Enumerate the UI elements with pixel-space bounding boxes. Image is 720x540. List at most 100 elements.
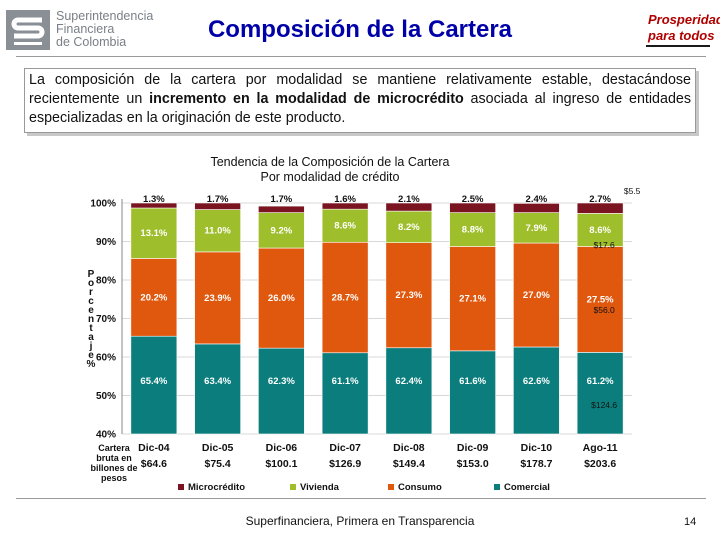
data-label: 62.4% xyxy=(395,376,422,387)
bar-segment-comercial xyxy=(513,346,560,435)
footer-text: Superfinanciera, Primera en Transparenci… xyxy=(245,514,475,528)
legend-label: Microcrédito xyxy=(188,482,245,493)
y-axis-label-letter: c xyxy=(88,296,94,307)
total-label: $203.6 xyxy=(584,458,616,470)
totals-header-line: Cartera xyxy=(98,443,131,453)
y-axis-label-letter: a xyxy=(88,332,94,343)
x-tick-label: Dic-06 xyxy=(266,442,298,454)
data-label: 62.3% xyxy=(268,376,295,387)
bar-segment-vivienda xyxy=(194,209,241,253)
legend-label: Vivienda xyxy=(300,482,340,493)
x-tick-label: Dic-08 xyxy=(393,442,425,454)
y-axis-label-letter: t xyxy=(89,323,93,334)
data-label: 9.2% xyxy=(271,225,293,236)
total-label: $100.1 xyxy=(265,458,297,470)
y-axis-label-letter: % xyxy=(87,359,96,370)
data-label: 7.9% xyxy=(526,223,548,234)
y-tick-label: 80% xyxy=(96,276,116,287)
bar-segment-vivienda xyxy=(513,212,560,244)
logo-line-2: Financiera xyxy=(56,22,115,36)
prosperidad-line-1: Prosperidad xyxy=(648,12,720,27)
bar-segment-microcrédito xyxy=(130,202,178,209)
bar-segment-microcrédito xyxy=(449,202,496,213)
legend-label: Comercial xyxy=(504,482,550,493)
bar-segment-consumo xyxy=(130,258,178,337)
chart-subtitle: Por modalidad de crédito xyxy=(260,170,400,184)
data-label: 27.1% xyxy=(459,294,486,305)
data-label: 26.0% xyxy=(268,293,295,304)
y-tick-label: 50% xyxy=(96,391,116,402)
data-label: 61.2% xyxy=(587,376,614,387)
y-axis-label-letter: e xyxy=(88,350,94,361)
prosperidad-line-2: para todos xyxy=(648,28,715,43)
data-label: 8.6% xyxy=(589,225,611,236)
intro-paragraph: La composición de la cartera por modalid… xyxy=(24,68,696,133)
data-label: 8.8% xyxy=(462,225,484,236)
y-tick-label: 40% xyxy=(96,430,116,441)
bar-segment-vivienda xyxy=(321,208,369,243)
total-label: $178.7 xyxy=(520,458,552,470)
data-label: 1.7% xyxy=(271,194,293,205)
amount-label-vivienda: $17.6 xyxy=(593,240,615,250)
data-label: 27.5% xyxy=(587,294,614,305)
page-number: 14 xyxy=(684,516,697,528)
x-tick-label: Dic-05 xyxy=(202,442,234,454)
data-label: 13.1% xyxy=(140,228,167,239)
x-tick-label: Dic-04 xyxy=(138,442,170,454)
amount-label-consumo: $56.0 xyxy=(593,305,615,315)
bar-segment-consumo xyxy=(449,246,496,352)
amount-label-comercial: $124.6 xyxy=(591,400,617,410)
y-axis-label-letter: e xyxy=(88,305,94,316)
data-label: 27.3% xyxy=(395,290,422,301)
data-label: 61.1% xyxy=(332,376,359,387)
y-axis-label-letter: r xyxy=(89,287,93,298)
superfinanciera-logo-icon xyxy=(6,10,50,50)
bar-segment-comercial xyxy=(258,347,305,435)
bar-segment-microcrédito xyxy=(258,205,305,213)
total-label: $126.9 xyxy=(329,458,361,470)
total-label: $153.0 xyxy=(457,458,489,470)
bar-segment-vivienda xyxy=(576,213,624,247)
bar-segment-consumo xyxy=(385,242,433,349)
x-tick-label: Dic-10 xyxy=(521,442,553,454)
logo-line-3: de Colombia xyxy=(56,35,127,49)
bar-segment-consumo xyxy=(576,246,624,353)
bar-segment-vivienda xyxy=(449,212,496,247)
bar-segment-comercial xyxy=(194,343,241,435)
x-tick-label: Ago-11 xyxy=(583,442,618,454)
bar-segment-microcrédito xyxy=(321,202,369,210)
data-label: 1.6% xyxy=(334,194,356,205)
data-label: 8.6% xyxy=(334,221,356,232)
bar-segment-microcrédito xyxy=(576,202,624,214)
bar-segment-consumo xyxy=(321,241,369,354)
bar-segment-consumo xyxy=(513,242,560,348)
data-label: 2.7% xyxy=(589,194,611,205)
data-label: 11.0% xyxy=(204,226,231,237)
totals-header-line: pesos xyxy=(101,473,127,483)
data-label: 63.4% xyxy=(204,376,231,387)
amount-label-microcredito: $5.5 xyxy=(624,186,641,196)
bar-segment-comercial xyxy=(130,335,178,435)
x-tick-label: Dic-09 xyxy=(457,442,489,454)
y-tick-label: 60% xyxy=(96,353,116,364)
bar-segment-comercial xyxy=(449,350,496,435)
legend-label: Consumo xyxy=(398,482,442,493)
data-label: 20.2% xyxy=(140,292,167,303)
prosperidad-underline xyxy=(646,45,710,47)
data-label: 2.1% xyxy=(398,194,420,205)
y-tick-label: 70% xyxy=(96,314,116,325)
legend-swatch xyxy=(388,484,394,490)
y-axis-label-letter: o xyxy=(88,278,94,289)
bar-segment-microcrédito xyxy=(194,202,241,210)
header-divider xyxy=(16,56,706,57)
data-label: 61.6% xyxy=(459,376,486,387)
footer-divider xyxy=(16,498,706,499)
legend-swatch xyxy=(178,484,184,490)
bar-segment-vivienda xyxy=(385,210,433,243)
data-label: 1.7% xyxy=(207,194,229,205)
data-label: 1.3% xyxy=(143,194,165,205)
bar-segment-comercial xyxy=(385,347,433,435)
totals-header-line: bruta en xyxy=(96,453,132,463)
y-tick-label: 90% xyxy=(96,237,116,248)
total-label: $75.4 xyxy=(204,458,230,470)
